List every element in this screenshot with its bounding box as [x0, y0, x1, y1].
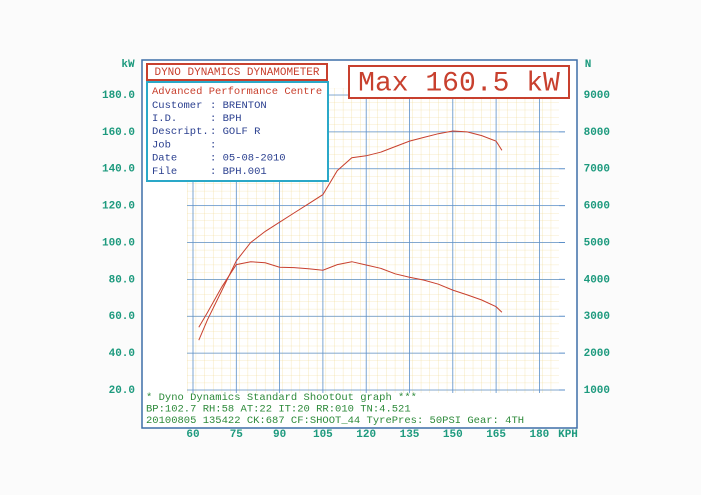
- y-axis-unit: kW: [121, 59, 135, 71]
- y-tick-label: 60.0: [109, 311, 135, 323]
- y2-tick-label: 2000: [584, 348, 610, 360]
- info-value: : BPH.001: [210, 166, 267, 178]
- y-tick-label: 120.0: [102, 201, 135, 213]
- x-tick-label: 180: [529, 429, 549, 441]
- y-tick-label: 140.0: [102, 164, 135, 176]
- footer-line: * Dyno Dynamics Standard ShootOut graph …: [146, 392, 417, 404]
- y2-axis-unit: N: [585, 59, 592, 71]
- y2-tick-label: 3000: [584, 311, 610, 323]
- info-value: : BRENTON: [210, 100, 267, 112]
- footer-line: 20100805 135422 CK:687 CF:SHOOT_44 TyreP…: [146, 415, 524, 427]
- y-tick-label: 20.0: [109, 385, 135, 397]
- y2-tick-label: 8000: [584, 127, 610, 139]
- info-label: Customer: [152, 100, 202, 112]
- info-company: Advanced Performance Centre: [152, 86, 322, 98]
- x-tick-label: 150: [443, 429, 463, 441]
- chart-title: DYNO DYNAMICS DYNAMOMETER: [154, 67, 319, 79]
- info-label: Job: [152, 139, 171, 151]
- max-box: [348, 65, 570, 99]
- y-tick-label: 100.0: [102, 237, 135, 249]
- info-label: I.D.: [152, 113, 177, 125]
- y2-tick-label: 4000: [584, 274, 610, 286]
- info-box: [146, 81, 329, 182]
- footer-line: BP:102.7 RH:58 AT:22 IT:20 RR:010 TN:4.5…: [146, 403, 411, 415]
- x-tick-label: 135: [400, 429, 420, 441]
- x-tick-label: 60: [186, 429, 199, 441]
- y2-tick-label: 7000: [584, 164, 610, 176]
- curve: [198, 130, 503, 341]
- y2-tick-label: 5000: [584, 237, 610, 249]
- y-tick-label: 180.0: [102, 90, 135, 102]
- info-value: :: [210, 139, 216, 151]
- info-value: : 05-08-2010: [210, 153, 286, 165]
- x-axis-unit: KPH: [558, 429, 578, 441]
- curve: [198, 261, 503, 328]
- info-value: : GOLF R: [210, 126, 261, 138]
- x-tick-label: 120: [356, 429, 376, 441]
- x-tick-label: 90: [273, 429, 286, 441]
- max-annotation: Max 160.5 kW: [358, 68, 560, 99]
- x-tick-label: 165: [486, 429, 506, 441]
- info-label: Descript.: [152, 126, 209, 138]
- x-tick-label: 105: [313, 429, 333, 441]
- info-label: Date: [152, 153, 177, 165]
- y-tick-label: 160.0: [102, 127, 135, 139]
- y-tick-label: 40.0: [109, 348, 135, 360]
- y2-tick-label: 6000: [584, 201, 610, 213]
- y-tick-label: 80.0: [109, 274, 135, 286]
- y2-tick-label: 1000: [584, 385, 610, 397]
- info-value: : BPH: [210, 113, 242, 125]
- title-box: [146, 63, 328, 81]
- info-label: File: [152, 166, 177, 178]
- y2-tick-label: 9000: [584, 90, 610, 102]
- x-tick-label: 75: [230, 429, 244, 441]
